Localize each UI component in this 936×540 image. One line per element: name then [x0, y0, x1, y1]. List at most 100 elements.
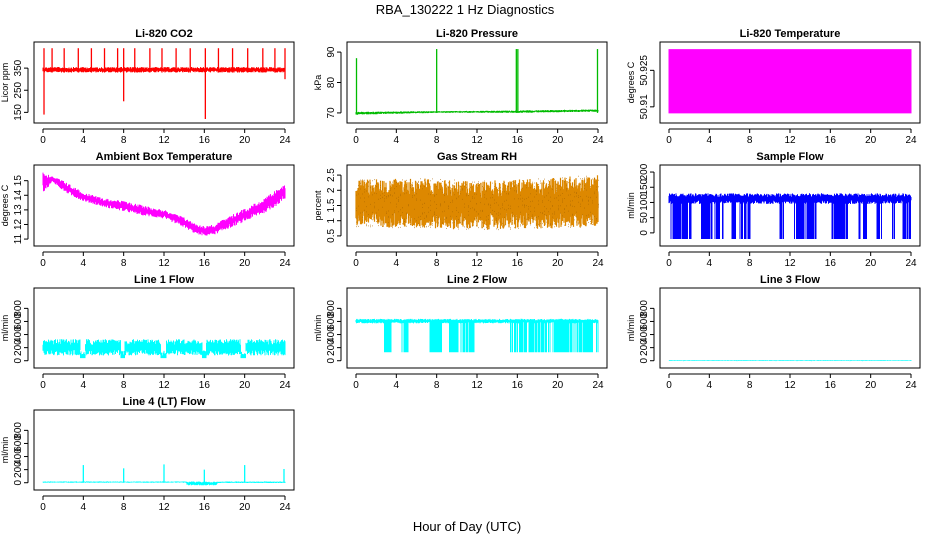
figure-title: RBA_130222 1 Hz Diagnostics	[376, 2, 555, 17]
y-tick-label: 2.5	[326, 168, 337, 182]
y-tick-label: 200	[639, 163, 650, 180]
y-tick-label: 350	[13, 59, 24, 76]
y-tick-label: 50	[639, 212, 650, 224]
data-band	[668, 193, 912, 239]
x-tick-label: 8	[121, 135, 127, 146]
data-band	[668, 49, 912, 114]
y-tick-label: 0.5	[326, 229, 337, 243]
x-tick-label: 24	[279, 502, 291, 513]
panel-title: Li-820 Pressure	[436, 28, 518, 40]
series-line2	[355, 318, 599, 353]
data-band	[42, 67, 286, 73]
x-tick-label: 4	[394, 258, 400, 269]
x-tick-label: 0	[666, 380, 672, 391]
x-tick-label: 4	[81, 380, 87, 391]
y-tick-label: 600	[639, 313, 650, 330]
data-band	[42, 172, 286, 236]
series-line3	[668, 360, 912, 362]
x-tick-label: 4	[707, 135, 713, 146]
x-tick-label: 4	[394, 380, 400, 391]
panel-title: Line 1 Flow	[134, 274, 194, 286]
panel-title: Line 4 (LT) Flow	[123, 396, 206, 408]
x-tick-label: 8	[434, 258, 440, 269]
y-tick-label: 70	[326, 107, 337, 119]
x-tick-label: 8	[121, 380, 127, 391]
x-tick-label: 8	[434, 380, 440, 391]
x-tick-label: 0	[40, 258, 46, 269]
x-tick-label: 24	[905, 135, 917, 146]
y-axis-label: degrees C	[0, 184, 10, 226]
y-tick-label: 14	[13, 189, 24, 201]
y-tick-label: 800	[13, 300, 24, 317]
y-tick-label: 100	[639, 194, 650, 211]
x-tick-label: 16	[199, 502, 211, 513]
x-tick-label: 4	[81, 258, 87, 269]
x-tick-label: 8	[434, 135, 440, 146]
y-tick-label: 200	[639, 339, 650, 356]
y-tick-label: 2	[326, 187, 337, 193]
x-tick-label: 20	[865, 258, 877, 269]
y-tick-label: 1.5	[326, 198, 337, 212]
x-tick-label: 0	[666, 258, 672, 269]
x-tick-label: 8	[121, 502, 127, 513]
x-tick-label: 16	[512, 258, 524, 269]
x-tick-label: 16	[199, 135, 211, 146]
x-tick-label: 20	[239, 502, 251, 513]
y-tick-label: 150	[639, 178, 650, 195]
y-tick-label: 200	[13, 339, 24, 356]
y-tick-label: 800	[13, 422, 24, 439]
x-tick-label: 24	[279, 135, 291, 146]
y-axis-label: degrees C	[626, 61, 636, 103]
y-tick-label: 400	[326, 326, 337, 343]
x-tick-label: 12	[471, 380, 483, 391]
y-tick-label: 0	[639, 230, 650, 236]
panel-title: Gas Stream RH	[437, 151, 517, 163]
x-tick-label: 16	[825, 135, 837, 146]
x-tick-label: 8	[747, 135, 753, 146]
y-axis-label: ml/min	[0, 315, 10, 342]
y-tick-label: 90	[326, 46, 337, 58]
x-tick-label: 24	[592, 258, 604, 269]
x-tick-label: 4	[81, 502, 87, 513]
panel-title: Line 3 Flow	[760, 274, 820, 286]
panel-licor_temp: Li-820 Temperature degrees C 0 4 8 12 16 20 24 50…	[626, 28, 921, 146]
panel-line1: Line 1 Flow ml/min 0 4 8 12 16 20 24 0 20040060080…	[0, 274, 295, 391]
x-tick-label: 12	[784, 135, 796, 146]
y-tick-label: 0	[13, 480, 24, 486]
x-tick-label: 0	[666, 135, 672, 146]
data-band	[355, 109, 599, 115]
x-tick-label: 16	[199, 258, 211, 269]
y-tick-label: 50.925	[639, 55, 650, 86]
x-tick-label: 20	[552, 380, 564, 391]
y-tick-label: 13	[13, 204, 24, 216]
x-tick-label: 24	[592, 380, 604, 391]
x-tick-label: 24	[905, 380, 917, 391]
y-tick-label: 800	[326, 300, 337, 317]
panel-ambient: Ambient Box Temperature degrees C 0 4 8 12 16 2…	[0, 151, 295, 269]
panel-rh: Gas Stream RH percent 0 4 8 12 16 20 24 0.5 1 1.5 2 2…	[313, 151, 608, 269]
y-axis-label: ml/min	[313, 315, 323, 342]
series-licor_temp	[668, 49, 912, 114]
figure-xlabel: Hour of Day (UTC)	[413, 519, 521, 534]
y-tick-label: 400	[13, 448, 24, 465]
data-band	[668, 360, 912, 362]
panel-line2: Line 2 Flow ml/min 0 4 8 12 16 20 24 0 20040060080…	[313, 274, 608, 391]
x-tick-label: 16	[512, 380, 524, 391]
y-tick-label: 12	[13, 218, 24, 230]
y-tick-label: 15	[13, 175, 24, 187]
y-tick-label: 0	[639, 358, 650, 364]
y-axis-label: Licor ppm	[0, 63, 10, 103]
y-tick-label: 400	[13, 326, 24, 343]
y-tick-label: 80	[326, 77, 337, 89]
x-tick-label: 4	[394, 135, 400, 146]
y-tick-label: 150	[13, 104, 24, 121]
y-tick-label: 50.91	[639, 94, 650, 119]
panel-line4: Line 4 (LT) Flow ml/min 0 4 8 12 16 20 24 0 200400…	[0, 396, 295, 513]
plot-frame	[33, 409, 295, 491]
y-tick-label: 600	[13, 313, 24, 330]
y-tick-label: 0	[13, 358, 24, 364]
x-tick-label: 0	[353, 258, 359, 269]
x-tick-label: 16	[199, 380, 211, 391]
y-axis-label: ml/min	[626, 315, 636, 342]
